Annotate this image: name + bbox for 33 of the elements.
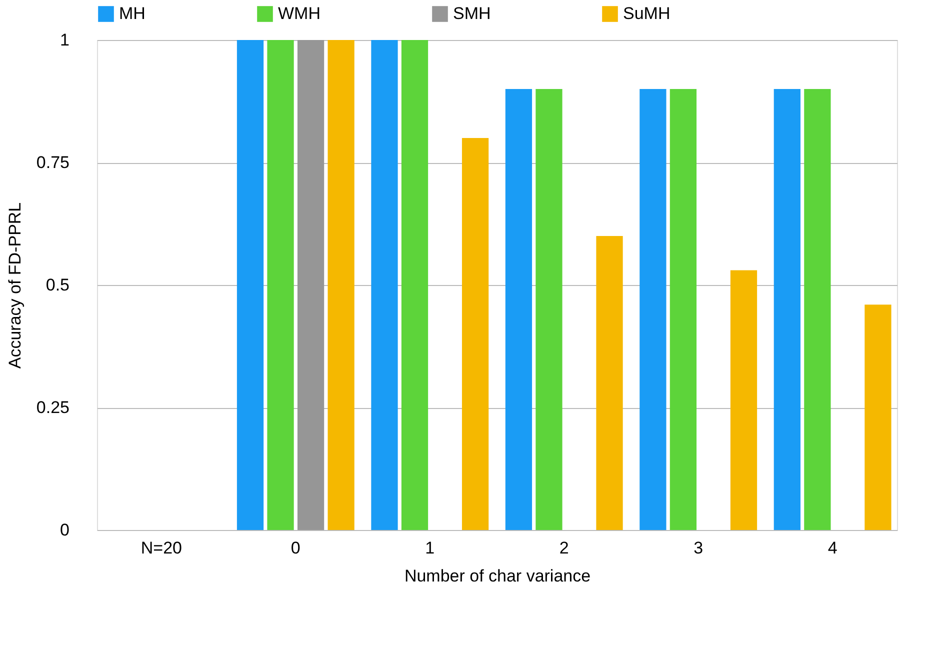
y-tick-label: 0.25: [36, 398, 70, 417]
y-tick-label: 0.5: [46, 276, 70, 294]
legend-label: MH: [119, 4, 146, 23]
bar: [462, 138, 489, 530]
bar: [640, 89, 666, 530]
legend-label: SuMH: [623, 4, 670, 23]
x-tick-label: 1: [425, 538, 435, 558]
bar: [730, 270, 758, 530]
legend-label: WMH: [278, 4, 320, 23]
x-axis-title: Number of char variance: [404, 566, 591, 586]
bar: [371, 40, 398, 530]
bar: [505, 89, 532, 530]
bar: [401, 40, 428, 530]
bar: [297, 40, 324, 530]
bar: [804, 89, 831, 530]
bar: [328, 40, 354, 530]
bar: [596, 236, 623, 530]
x-tick-label: 0: [290, 538, 300, 558]
x-tick-label: 4: [828, 538, 838, 558]
y-tick-label: 0.75: [36, 153, 70, 172]
y-tick-label: 1: [60, 30, 70, 50]
bar: [774, 89, 800, 530]
x-tick-label: 2: [559, 538, 569, 558]
bar: [536, 89, 562, 530]
legend-label: SMH: [453, 4, 491, 23]
bar: [864, 304, 892, 530]
y-axis-title: Accuracy of FD-PPRL: [5, 202, 24, 369]
x-tick-label: N=20: [140, 538, 182, 558]
bar: [236, 40, 264, 530]
bar: [267, 40, 294, 530]
bar: [670, 89, 697, 530]
y-tick-label: 0: [60, 520, 70, 540]
x-tick-label: 3: [694, 538, 704, 558]
